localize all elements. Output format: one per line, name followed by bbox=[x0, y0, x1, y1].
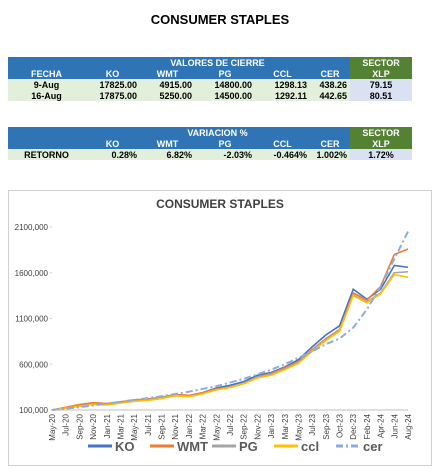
x-tick-label: Jan-22 bbox=[185, 413, 194, 438]
table-cell: -0.464% bbox=[255, 149, 310, 160]
legend-label: KO bbox=[115, 439, 135, 454]
table-cell: 9-Aug bbox=[8, 79, 85, 90]
x-tick-label: Feb-24 bbox=[363, 413, 372, 439]
x-tick-label: Nov-21 bbox=[171, 413, 180, 439]
table-cell: 1.002% bbox=[310, 149, 351, 160]
x-tick-label: Sep-22 bbox=[240, 413, 249, 439]
table-cell: 5250.00 bbox=[140, 90, 195, 101]
x-tick-label: Mar-22 bbox=[199, 413, 208, 439]
table-cell: 1.72% bbox=[350, 149, 413, 160]
x-tick-label: Jan-21 bbox=[103, 413, 112, 438]
header-cell bbox=[8, 127, 85, 138]
y-tick-label: 2100,000 bbox=[15, 223, 49, 232]
column-header: CCL bbox=[255, 138, 310, 149]
y-tick-label: 1100,000 bbox=[15, 315, 48, 324]
x-tick-label: Nov-20 bbox=[89, 413, 98, 439]
column-header: WMT bbox=[140, 138, 195, 149]
column-header: CCL bbox=[255, 68, 310, 79]
x-tick-label: Jul-22 bbox=[226, 413, 235, 435]
variation-table: VARIACION % SECTOR KO WMT PG CCL CER XLP RETORNO… bbox=[8, 127, 413, 160]
group-header: VALORES DE CIERRE bbox=[85, 57, 351, 68]
legend-label: cer bbox=[363, 439, 383, 454]
column-header-row: KO WMT PG CCL CER XLP bbox=[8, 138, 413, 149]
legend-label: ccl bbox=[301, 439, 319, 454]
group-header-row: VALORES DE CIERRE SECTOR bbox=[8, 57, 413, 68]
page-title: CONSUMER STAPLES bbox=[150, 12, 290, 27]
x-tick-label: Dec-23 bbox=[349, 413, 358, 439]
table-cell: 17875.00 bbox=[85, 90, 140, 101]
data-row: RETORNO 0.28% 6.82% -2.03% -0.464% 1.002% 1.72… bbox=[8, 149, 413, 160]
group-header: VARIACION % bbox=[85, 127, 351, 138]
table-cell: 79.15 bbox=[350, 79, 413, 90]
legend-label: WMT bbox=[177, 439, 208, 454]
column-header-row: FECHA KO WMT PG CCL CER XLP bbox=[8, 68, 413, 79]
data-row: 16-Aug 17875.00 5250.00 14500.00 1292.11 442.… bbox=[8, 90, 413, 101]
x-tick-label: Jul-23 bbox=[308, 413, 317, 435]
column-header: CER bbox=[310, 68, 351, 79]
x-tick-label: Apr-24 bbox=[377, 413, 386, 438]
table-cell: 0.28% bbox=[85, 149, 140, 160]
x-tick-label: Mar-23 bbox=[281, 413, 290, 439]
data-row: 9-Aug 17825.00 4915.00 14800.00 1298.13 438.2… bbox=[8, 79, 413, 90]
x-tick-label: Jul-21 bbox=[144, 413, 153, 435]
y-tick-label: 100,000 bbox=[19, 406, 48, 415]
table-cell: 80.51 bbox=[350, 90, 413, 101]
y-tick-label: 1600,000 bbox=[15, 269, 49, 278]
table-cell: 1298.13 bbox=[255, 79, 310, 90]
x-tick-label: Jul-20 bbox=[62, 413, 71, 435]
legend-label: PG bbox=[239, 439, 258, 454]
x-tick-label: Aug-24 bbox=[404, 413, 413, 439]
x-tick-label: Mar-21 bbox=[116, 413, 125, 439]
series-line bbox=[51, 271, 409, 411]
x-tick-label: May-21 bbox=[130, 413, 139, 440]
series-line bbox=[51, 231, 409, 411]
series-line bbox=[51, 273, 409, 411]
x-tick-label: Sep-23 bbox=[322, 413, 331, 439]
x-tick-label: Nov-22 bbox=[253, 413, 262, 439]
x-tick-label: May-22 bbox=[212, 413, 221, 440]
table-cell: 14800.00 bbox=[195, 79, 255, 90]
column-header: CER bbox=[310, 138, 351, 149]
column-header: KO bbox=[85, 138, 140, 149]
chart-frame bbox=[8, 190, 432, 466]
column-header: WMT bbox=[140, 68, 195, 79]
table-cell: 1292.11 bbox=[255, 90, 310, 101]
x-tick-label: Jun-24 bbox=[390, 413, 399, 438]
column-header: FECHA bbox=[8, 68, 85, 79]
column-header: PG bbox=[195, 138, 255, 149]
table-cell: 16-Aug bbox=[8, 90, 85, 101]
table-cell: RETORNO bbox=[8, 149, 85, 160]
table-cell: 442.65 bbox=[310, 90, 351, 101]
closing-values-table: VALORES DE CIERRE SECTOR FECHA KO WMT PG CCL CE… bbox=[8, 57, 413, 101]
table-cell: 6.82% bbox=[140, 149, 195, 160]
header-cell bbox=[8, 138, 85, 149]
chart-title: CONSUMER STAPLES bbox=[156, 197, 284, 211]
group-header-row: VARIACION % SECTOR bbox=[8, 127, 413, 138]
table-cell: 438.26 bbox=[310, 79, 351, 90]
table-cell: 17825.00 bbox=[85, 79, 140, 90]
x-tick-label: Oct-23 bbox=[336, 413, 345, 438]
sector-header: SECTOR bbox=[350, 57, 413, 68]
x-tick-label: May-20 bbox=[48, 413, 57, 440]
x-tick-label: Jan-23 bbox=[267, 413, 276, 438]
y-tick-label: 600,000 bbox=[19, 360, 48, 369]
table-cell: 14500.00 bbox=[195, 90, 255, 101]
x-tick-label: Sep-21 bbox=[158, 413, 167, 439]
table-cell: -2.03% bbox=[195, 149, 255, 160]
column-header: KO bbox=[85, 68, 140, 79]
x-tick-label: Sep-20 bbox=[75, 413, 84, 439]
column-header: XLP bbox=[350, 138, 413, 149]
table-cell: 4915.00 bbox=[140, 79, 195, 90]
sector-header: SECTOR bbox=[350, 127, 413, 138]
x-tick-label: May-23 bbox=[294, 413, 303, 440]
header-cell bbox=[8, 57, 85, 68]
column-header: PG bbox=[195, 68, 255, 79]
column-header: XLP bbox=[350, 68, 413, 79]
